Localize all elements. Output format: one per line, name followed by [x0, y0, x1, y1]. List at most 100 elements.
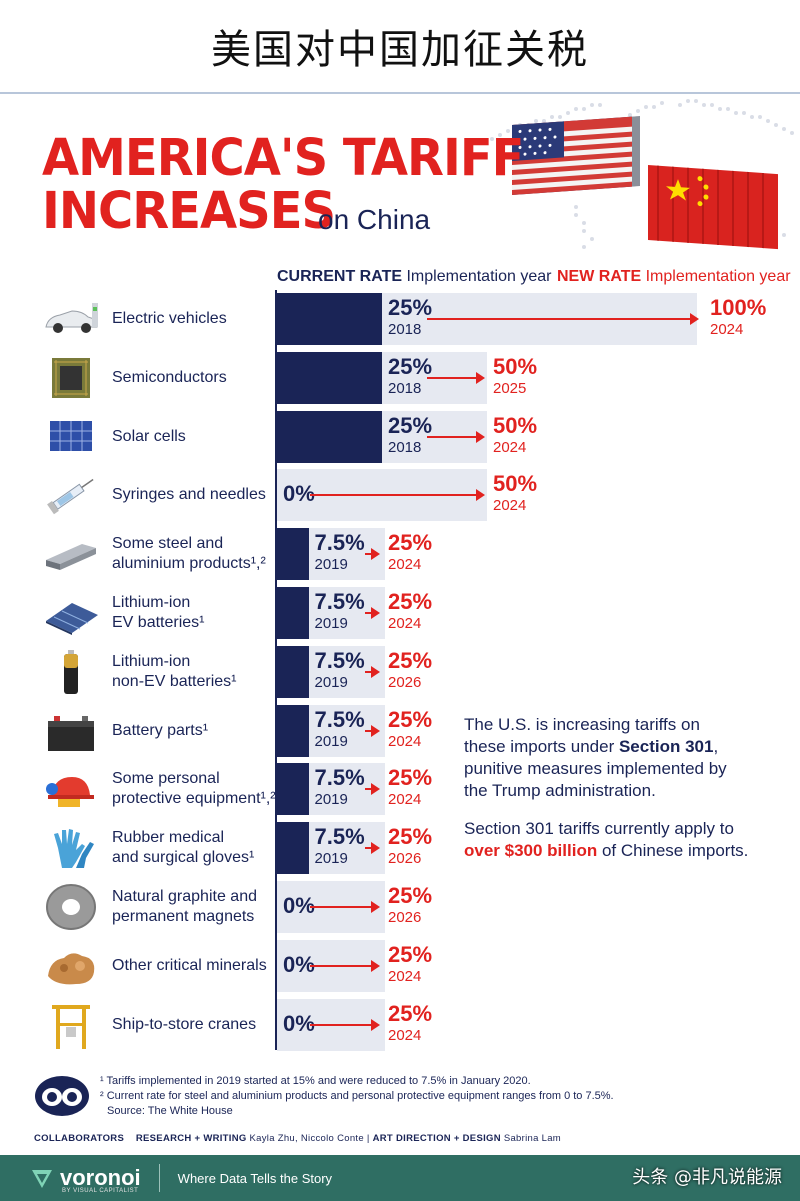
tariff-row: Lithium-ion non-EV batteries¹ 7.5% 2019 25%…: [0, 646, 800, 698]
section-301-scope-note: Section 301 tariffs currently apply to o…: [464, 818, 764, 862]
current-rate-label: 7.5%: [314, 589, 365, 614]
current-rate-bar: [277, 822, 309, 874]
new-year-label: 2024: [388, 615, 422, 632]
rate-change-arrow: [364, 666, 380, 678]
new-rate-label: 25%: [388, 765, 433, 790]
new-rate-label: 25%: [388, 883, 433, 908]
collaborators-label: COLLABORATORS: [34, 1133, 125, 1144]
current-year-label: 2019: [314, 615, 348, 632]
solar-panel-icon: [42, 413, 100, 461]
rate-change-arrow: [310, 1019, 380, 1031]
row-label: Syringes and needles: [112, 486, 266, 503]
tariff-row: Syringes and needles 0% 50% 2024: [0, 469, 800, 521]
row-label: Lithium-ion EV batteries¹: [112, 594, 205, 631]
car-battery-icon: [42, 707, 100, 755]
banner-title: 美国对中国加征关税: [211, 27, 589, 73]
voronoi-by: BY VISUAL CAPITALIST: [62, 1188, 139, 1194]
current-year-label: 2018: [388, 380, 422, 397]
current-year-label: 2019: [314, 733, 348, 750]
tariff-row: Rubber medical and surgical gloves¹ 7.5% 2…: [0, 822, 800, 874]
row-label: Some steel and aluminium products¹,²: [112, 535, 266, 572]
new-rate-header: NEW RATE Implementation year: [557, 268, 791, 286]
new-year-label: 2025: [493, 380, 527, 397]
current-year-label: 2018: [388, 439, 422, 456]
rate-change-arrow: [364, 725, 380, 737]
visual-capitalist-logo-icon: [35, 1076, 89, 1116]
new-year-label: 2024: [388, 1027, 422, 1044]
new-year-label: 2026: [388, 909, 422, 926]
voronoi-brand[interactable]: voronoi BY VISUAL CAPITALIST: [30, 1165, 141, 1194]
ev-battery-icon: [42, 589, 100, 637]
current-rate-label: CURRENT RATE: [277, 268, 403, 285]
current-rate-label: 7.5%: [314, 824, 365, 849]
new-year-label: 2024: [388, 968, 422, 985]
current-rate-bar: [277, 293, 382, 345]
new-year-label: 2024: [493, 497, 527, 514]
baseline-axis: [275, 290, 277, 1050]
new-rate-label: 100%: [710, 295, 767, 320]
new-rate-label: 50%: [493, 413, 538, 438]
row-label: Other critical minerals: [112, 957, 267, 974]
new-year-label: 2026: [388, 850, 422, 867]
current-rate-label: 0%: [283, 1011, 315, 1036]
footnotes: ¹ Tariffs implemented in 2019 started at…: [100, 1074, 614, 1119]
current-year-label: 2019: [314, 556, 348, 573]
row-label: Rubber medical and surgical gloves¹: [112, 829, 255, 866]
new-year-label: 2024: [493, 439, 527, 456]
chart-title-sub: on China: [318, 204, 431, 235]
electric-vehicle-icon: [42, 295, 100, 343]
new-rate-label: 25%: [388, 942, 433, 967]
current-rate-label: 7.5%: [314, 765, 365, 790]
tariff-row: Electric vehicles 25% 2018 100% 2024: [0, 293, 800, 345]
new-rate-label: 25%: [388, 707, 433, 732]
current-year-label: 2019: [314, 674, 348, 691]
current-year-label: 2018: [388, 321, 422, 338]
tariff-row: Other critical minerals 0% 25% 2024: [0, 940, 800, 992]
tariff-row: Ship-to-store cranes 0% 25% 2024: [0, 999, 800, 1051]
tariff-row: Some personal protective equipment¹,² 7.5…: [0, 763, 800, 815]
row-label: Electric vehicles: [112, 310, 227, 327]
current-rate-bar: [277, 352, 382, 404]
art-label: ART DIRECTION + DESIGN: [372, 1133, 501, 1144]
new-rate-label: 25%: [388, 824, 433, 849]
magnet-ring-icon: [42, 883, 100, 931]
rate-change-arrow: [310, 489, 485, 501]
chart-title-line1: AMERICA'S TARIFF: [42, 128, 524, 188]
new-rate-sub: Implementation year: [645, 268, 791, 285]
note-line-2: these imports under Section 301,: [464, 737, 719, 756]
cylinder-battery-icon: [42, 648, 100, 696]
hard-hat-icon: [42, 765, 100, 813]
rate-change-arrow: [310, 960, 380, 972]
current-rate-label: 7.5%: [314, 530, 365, 555]
rate-change-arrow: [426, 313, 699, 325]
note-line-3: punitive measures implemented by: [464, 759, 727, 778]
current-rate-label: 0%: [283, 952, 315, 977]
row-label: Solar cells: [112, 428, 186, 445]
row-label: Semiconductors: [112, 369, 227, 386]
tariff-row: Solar cells 25% 2018 50% 2024: [0, 411, 800, 463]
tariff-row: Natural graphite and permanent magnets 0%…: [0, 881, 800, 933]
current-rate-label: 0%: [283, 481, 315, 506]
new-rate-label: 50%: [493, 471, 538, 496]
row-label: Ship-to-store cranes: [112, 1016, 257, 1033]
tariff-row: Some steel and aluminium products¹,² 7.5%…: [0, 528, 800, 580]
gloves-icon: [42, 824, 100, 872]
banner-title-area: 美国对中国加征关税: [0, 0, 800, 92]
rate-change-arrow: [364, 548, 380, 560]
current-rate-label: 7.5%: [314, 648, 365, 673]
current-rate-bar: [277, 587, 309, 639]
voronoi-name: voronoi: [60, 1165, 141, 1190]
current-rate-label: 25%: [388, 354, 433, 379]
row-label: Lithium-ion non-EV batteries¹: [112, 653, 237, 690]
footnote-1: ¹ Tariffs implemented in 2019 started at…: [100, 1075, 531, 1087]
chart-title-line2: INCREASES: [42, 181, 336, 241]
new-rate-label: NEW RATE: [557, 268, 642, 285]
footer-tagline: Where Data Tells the Story: [177, 1170, 333, 1186]
current-rate-label: 0%: [283, 893, 315, 918]
note-line-4: the Trump administration.: [464, 781, 656, 800]
footer-divider: [158, 1164, 160, 1192]
new-rate-label: 25%: [388, 589, 433, 614]
note-line-1: The U.S. is increasing tariffs on: [464, 715, 700, 734]
current-rate-bar: [277, 705, 309, 757]
source: Source: The White House: [107, 1105, 233, 1117]
